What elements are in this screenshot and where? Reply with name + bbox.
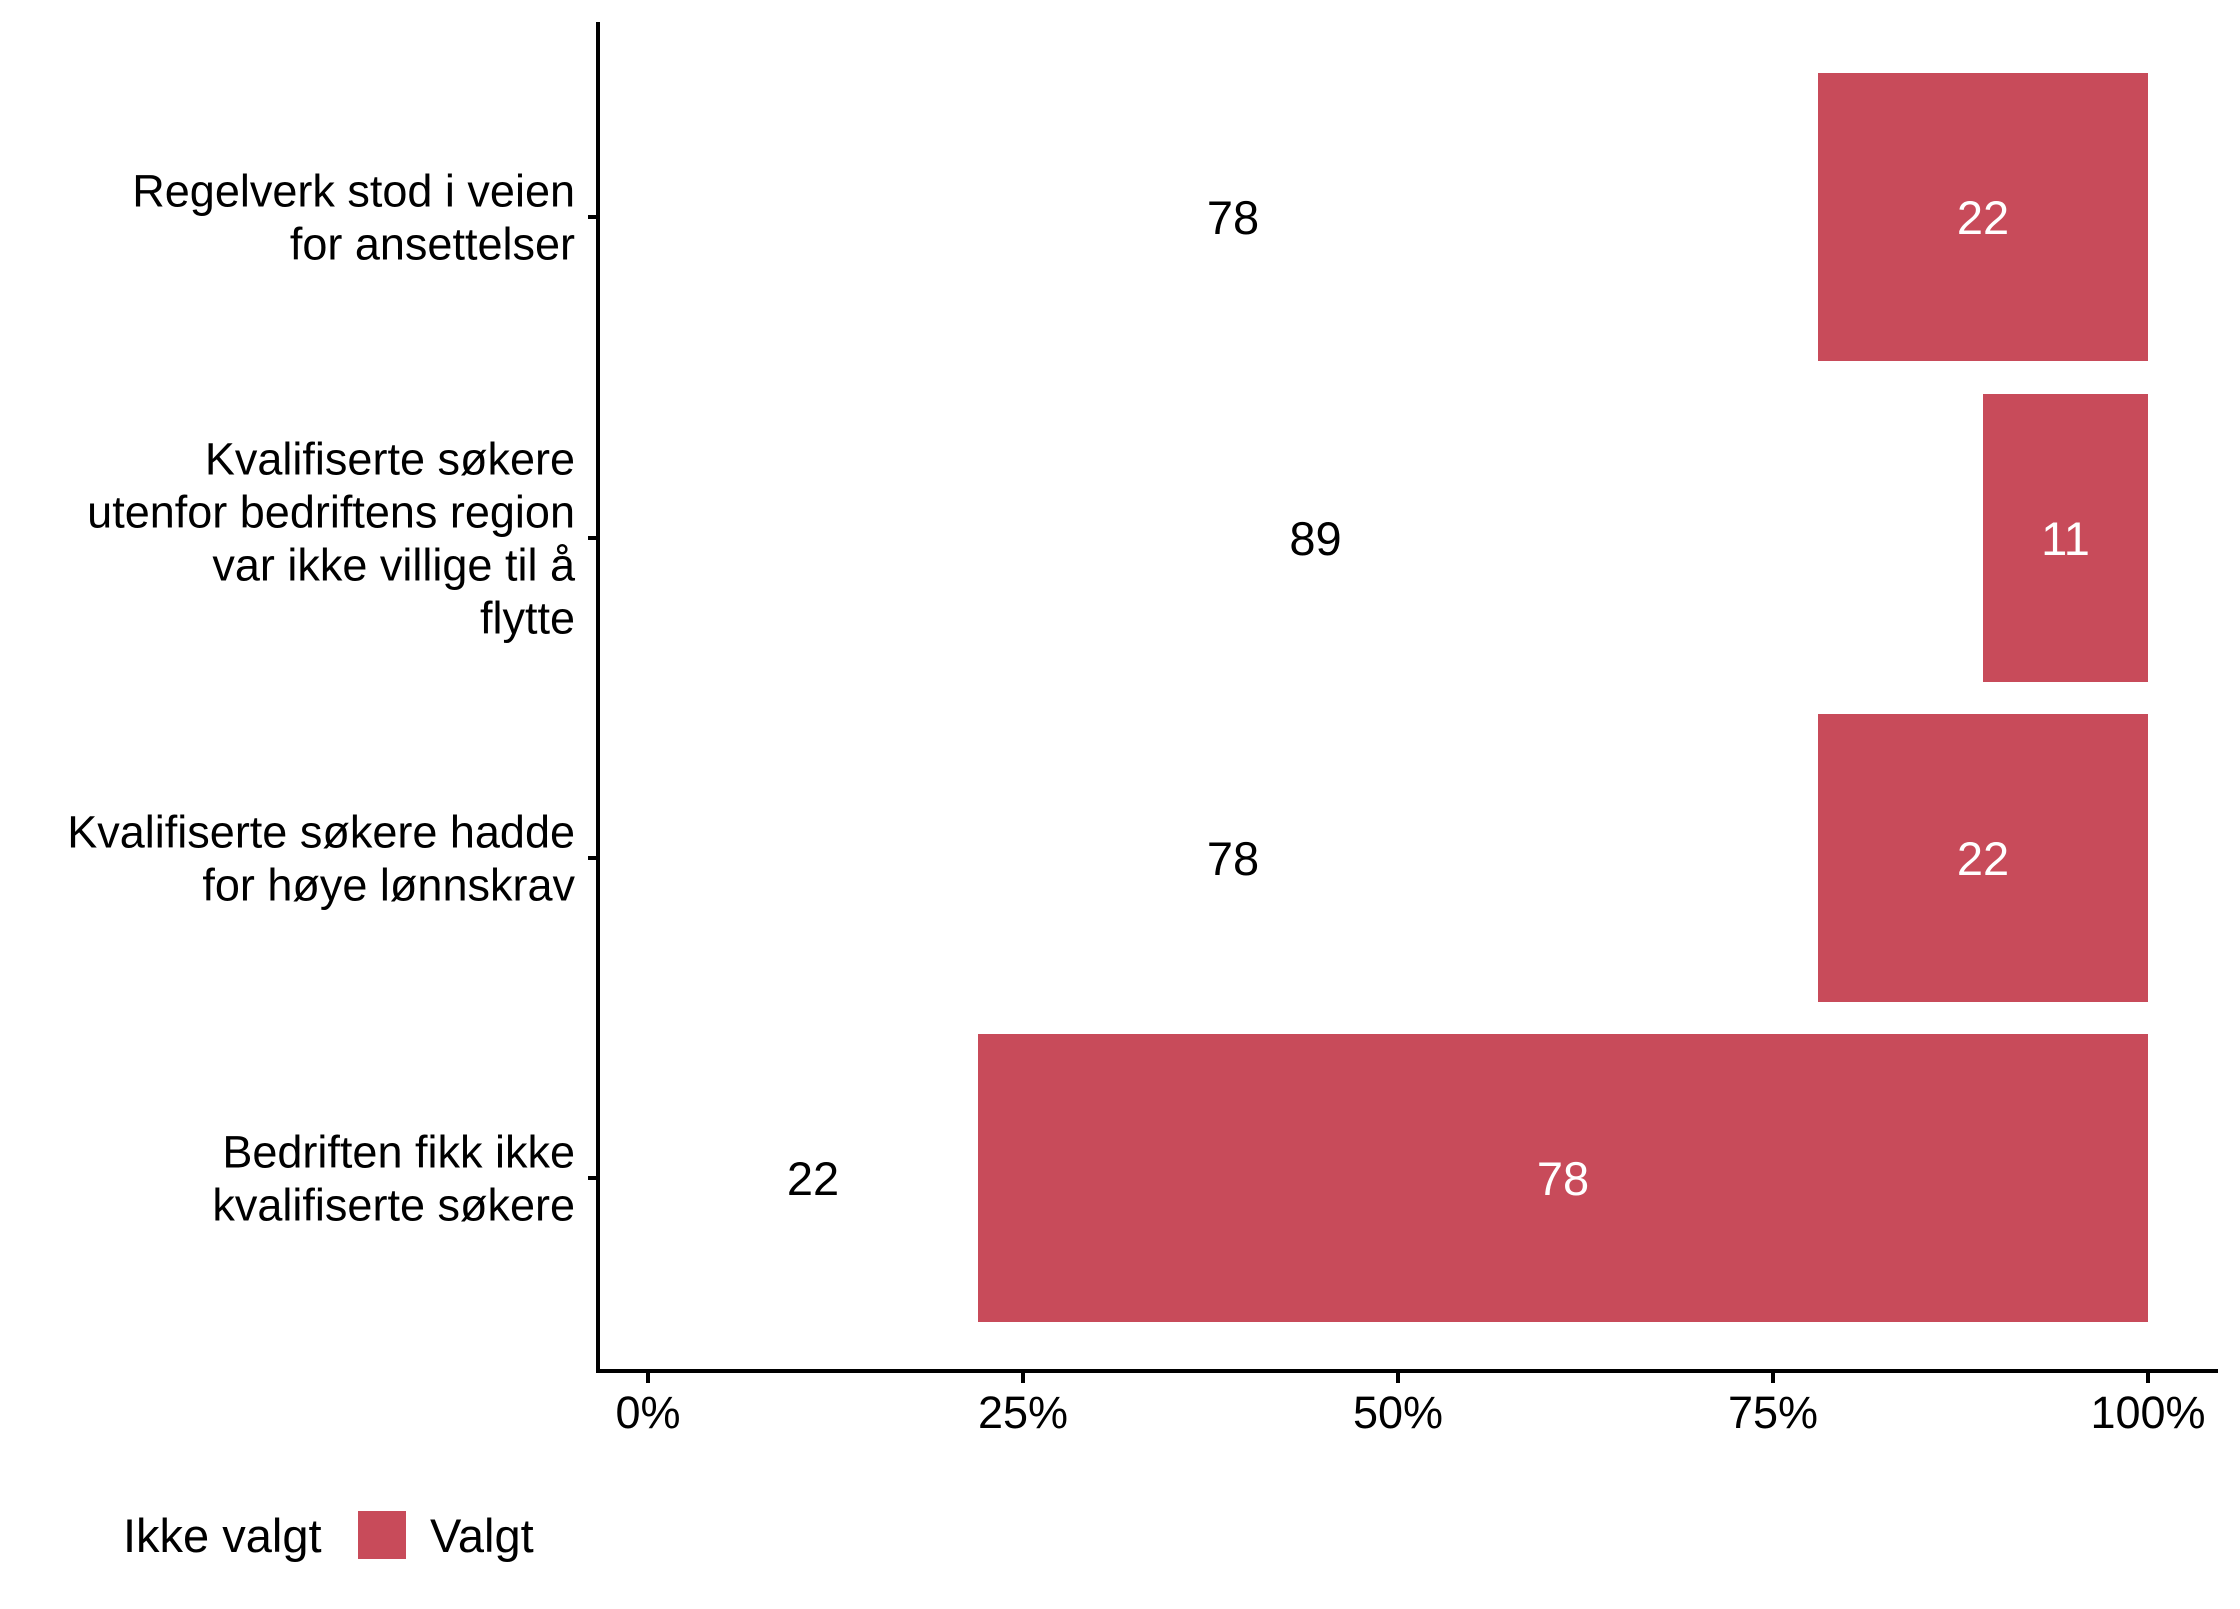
x-tick-label-100: 100% — [2090, 1387, 2205, 1438]
legend-label-valgt: Valgt — [430, 1509, 534, 1562]
x-tick-label-50: 50% — [1353, 1387, 1443, 1438]
data-label-valgt-1: 22 — [1957, 191, 2009, 244]
data-label-valgt-2: 11 — [2041, 512, 2090, 565]
bar-ikke-valgt-2 — [648, 394, 1983, 682]
bar-ikke-valgt-3 — [648, 714, 1818, 1002]
data-label-ikke-valgt-4: 22 — [787, 1152, 839, 1205]
x-axis-ticks: 0% 25% 50% 75% 100% — [615, 1371, 2206, 1438]
bar-valgt-1 — [1818, 73, 2148, 361]
legend: Ikke valgt Valgt — [123, 1509, 534, 1562]
data-label-valgt-3: 22 — [1957, 832, 2009, 885]
bar-ikke-valgt-4 — [648, 1034, 978, 1322]
y-tick-label-1: Regelverk stod i veien for ansettelser — [132, 166, 575, 270]
x-tick-label-0: 0% — [615, 1387, 680, 1438]
bar-valgt-2 — [1983, 394, 2148, 682]
bar-valgt-4 — [978, 1034, 2148, 1322]
bar-ikke-valgt-1 — [648, 73, 1818, 361]
y-tick-label-4: Bedriften fikk ikke kvalifiserte søkere — [212, 1127, 575, 1231]
bars-layer — [648, 73, 2148, 1322]
data-label-ikke-valgt-1: 78 — [1207, 191, 1259, 244]
data-labels-layer: 78 22 89 11 78 22 22 78 — [787, 191, 2090, 1205]
data-label-ikke-valgt-2: 89 — [1289, 512, 1341, 565]
y-tick-label-3: Kvalifiserte søkere hadde for høye lønnsk… — [67, 807, 575, 911]
y-tick-label-2: Kvalifiserte søkere utenfor bedriftens re… — [87, 434, 576, 644]
data-label-ikke-valgt-3: 78 — [1207, 832, 1259, 885]
x-tick-label-25: 25% — [978, 1387, 1068, 1438]
y-axis-ticks: Regelverk stod i veien for ansettelser Kva… — [67, 166, 598, 1231]
data-label-valgt-4: 78 — [1537, 1152, 1589, 1205]
legend-label-ikke-valgt: Ikke valgt — [123, 1509, 322, 1562]
bar-valgt-3 — [1818, 714, 2148, 1002]
legend-swatch-valgt — [358, 1511, 406, 1559]
x-tick-label-75: 75% — [1728, 1387, 1818, 1438]
